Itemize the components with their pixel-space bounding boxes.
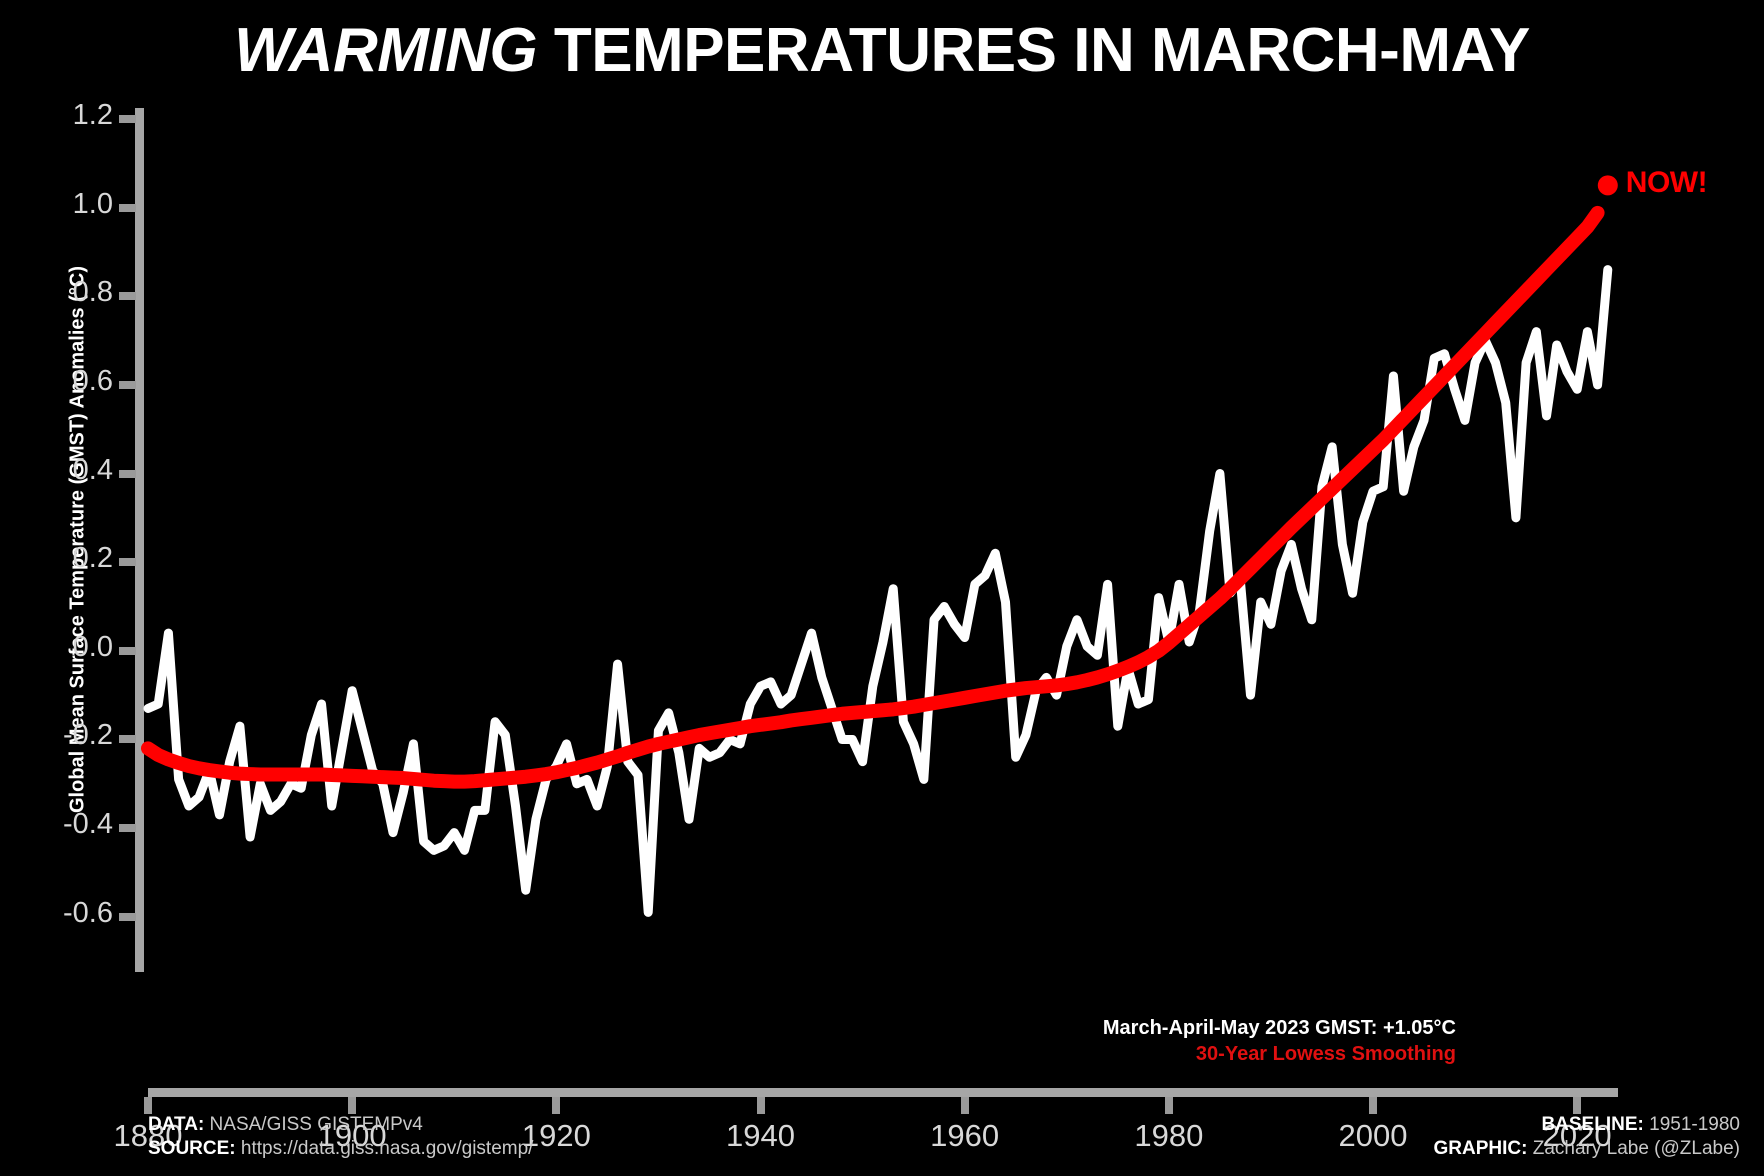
chart-canvas xyxy=(141,175,1618,917)
credit-source-key: SOURCE: xyxy=(148,1138,236,1160)
x-tick-label: 2020 xyxy=(1542,1118,1612,1153)
gmst-note: March-April-May 2023 GMST: +1.05°C xyxy=(1102,1017,1456,1039)
plot-area xyxy=(141,110,1618,970)
title-emphasis: WARMING xyxy=(234,16,538,85)
credit-graphic-line: GRAPHIC: Zachary Labe (@ZLabe) xyxy=(1433,1137,1740,1162)
credit-data-key: DATA: xyxy=(148,1113,205,1135)
x-tick-label: 1880 xyxy=(113,1118,183,1153)
lowess-smoothing-line xyxy=(141,205,1605,789)
y-tick-label: 1.2 xyxy=(72,98,113,131)
x-tick-label: 2000 xyxy=(1338,1118,1408,1153)
y-tick-mark xyxy=(119,292,136,301)
credit-graphic-value: Zachary Labe (@ZLabe) xyxy=(1527,1138,1740,1160)
now-marker-dot xyxy=(1597,175,1618,196)
credits-right: BASELINE: 1951-1980 GRAPHIC: Zachary Lab… xyxy=(1433,1113,1740,1162)
y-tick-label: 1.0 xyxy=(72,187,113,220)
y-tick-label: 0.8 xyxy=(72,276,113,309)
credit-baseline-value: 1951-1980 xyxy=(1643,1113,1740,1135)
chart-annotations: March-April-May 2023 GMST: +1.05°C 30-Ye… xyxy=(1103,1016,1456,1067)
x-tick-label: 1980 xyxy=(1134,1118,1204,1153)
y-tick-label: 0.4 xyxy=(72,453,113,486)
x-tick-label: 1960 xyxy=(930,1118,1000,1153)
y-tick-mark xyxy=(119,646,136,655)
x-tick-mark xyxy=(552,1097,561,1114)
now-label: NOW! xyxy=(1625,166,1708,200)
y-tick-mark xyxy=(119,380,136,389)
y-tick-mark xyxy=(119,203,136,212)
y-tick-mark xyxy=(119,912,136,921)
x-tick-mark xyxy=(1573,1097,1582,1114)
y-tick-mark xyxy=(119,469,136,478)
y-tick-mark xyxy=(119,114,136,123)
credit-source-line: SOURCE: https://data.giss.nasa.gov/giste… xyxy=(148,1137,533,1162)
x-tick-mark xyxy=(348,1097,357,1114)
title-rest: TEMPERATURES IN MARCH-MAY xyxy=(537,16,1531,85)
y-tick-label: 0.0 xyxy=(72,630,113,663)
lowess-note: 30-Year Lowess Smoothing xyxy=(1195,1042,1456,1065)
credit-graphic-key: GRAPHIC: xyxy=(1433,1138,1528,1160)
credit-source-value: https://data.giss.nasa.gov/gistemp/ xyxy=(235,1138,534,1160)
x-tick-mark xyxy=(1164,1097,1173,1114)
credit-data-line: DATA: NASA/GISS GISTEMPv4 xyxy=(148,1113,533,1138)
x-tick-mark xyxy=(756,1097,765,1114)
y-tick-mark xyxy=(119,735,136,744)
y-tick-label: -0.2 xyxy=(63,719,113,752)
credit-data-value: NASA/GISS GISTEMPv4 xyxy=(204,1113,423,1135)
x-tick-mark xyxy=(960,1097,969,1114)
y-tick-label: -0.4 xyxy=(63,808,113,841)
x-tick-label: 1940 xyxy=(726,1118,795,1153)
x-tick-label: 1900 xyxy=(317,1118,387,1153)
y-axis-spine xyxy=(135,108,144,972)
credit-baseline-line: BASELINE: 1951-1980 xyxy=(1433,1113,1740,1138)
y-tick-mark xyxy=(119,824,136,833)
y-tick-label: 0.2 xyxy=(72,542,113,575)
credit-baseline-key: BASELINE: xyxy=(1541,1113,1644,1135)
x-axis-spine xyxy=(148,1088,1618,1097)
x-tick-mark xyxy=(144,1097,152,1114)
credits-left: DATA: NASA/GISS GISTEMPv4 SOURCE: https:… xyxy=(148,1113,533,1162)
y-axis-label: Global Mean Surface Temperature (GMST) A… xyxy=(66,266,89,813)
y-tick-mark xyxy=(119,558,136,567)
temperature-series-line xyxy=(143,265,1613,917)
x-tick-label: 1920 xyxy=(521,1118,591,1153)
page-title: WARMING TEMPERATURES IN MARCH-MAY xyxy=(0,18,1764,83)
x-tick-mark xyxy=(1369,1097,1377,1114)
y-tick-label: -0.6 xyxy=(63,896,113,929)
y-tick-label: 0.6 xyxy=(72,364,113,397)
